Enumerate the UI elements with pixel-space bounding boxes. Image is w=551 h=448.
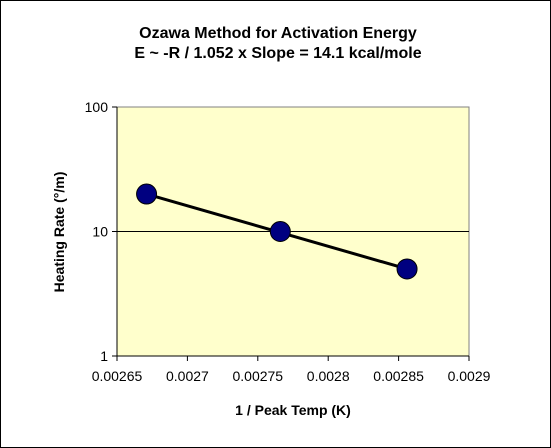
data-point <box>136 183 158 205</box>
data-point <box>396 258 418 280</box>
x-tick-label: 0.0027 <box>166 368 209 384</box>
axis-layer <box>112 106 470 361</box>
x-tick-label: 0.0029 <box>448 368 491 384</box>
chart-subtitle: E ~ -R / 1.052 x Slope = 14.1 kcal/mole <box>134 45 421 62</box>
chart-title: Ozawa Method for Activation Energy <box>139 25 417 42</box>
y-tick-label: 100 <box>85 99 109 115</box>
x-tick-label: 0.00275 <box>232 368 283 384</box>
tick-label-layer: 1 10 100 0.00265 0.0027 0.00275 0.0028 0.00285 0… <box>85 99 491 384</box>
x-tick-label: 0.00285 <box>373 368 424 384</box>
x-tick-label: 0.00265 <box>92 368 143 384</box>
x-axis-label: 1 / Peak Temp (K) <box>235 402 351 418</box>
y-tick-label: 10 <box>92 224 108 240</box>
data-point <box>269 221 291 242</box>
y-tick-label: 1 <box>100 348 108 364</box>
marker-layer <box>136 183 418 280</box>
x-tick-label: 0.0028 <box>307 368 350 384</box>
y-axis-label: Heating Rate (°/m) <box>51 172 67 293</box>
